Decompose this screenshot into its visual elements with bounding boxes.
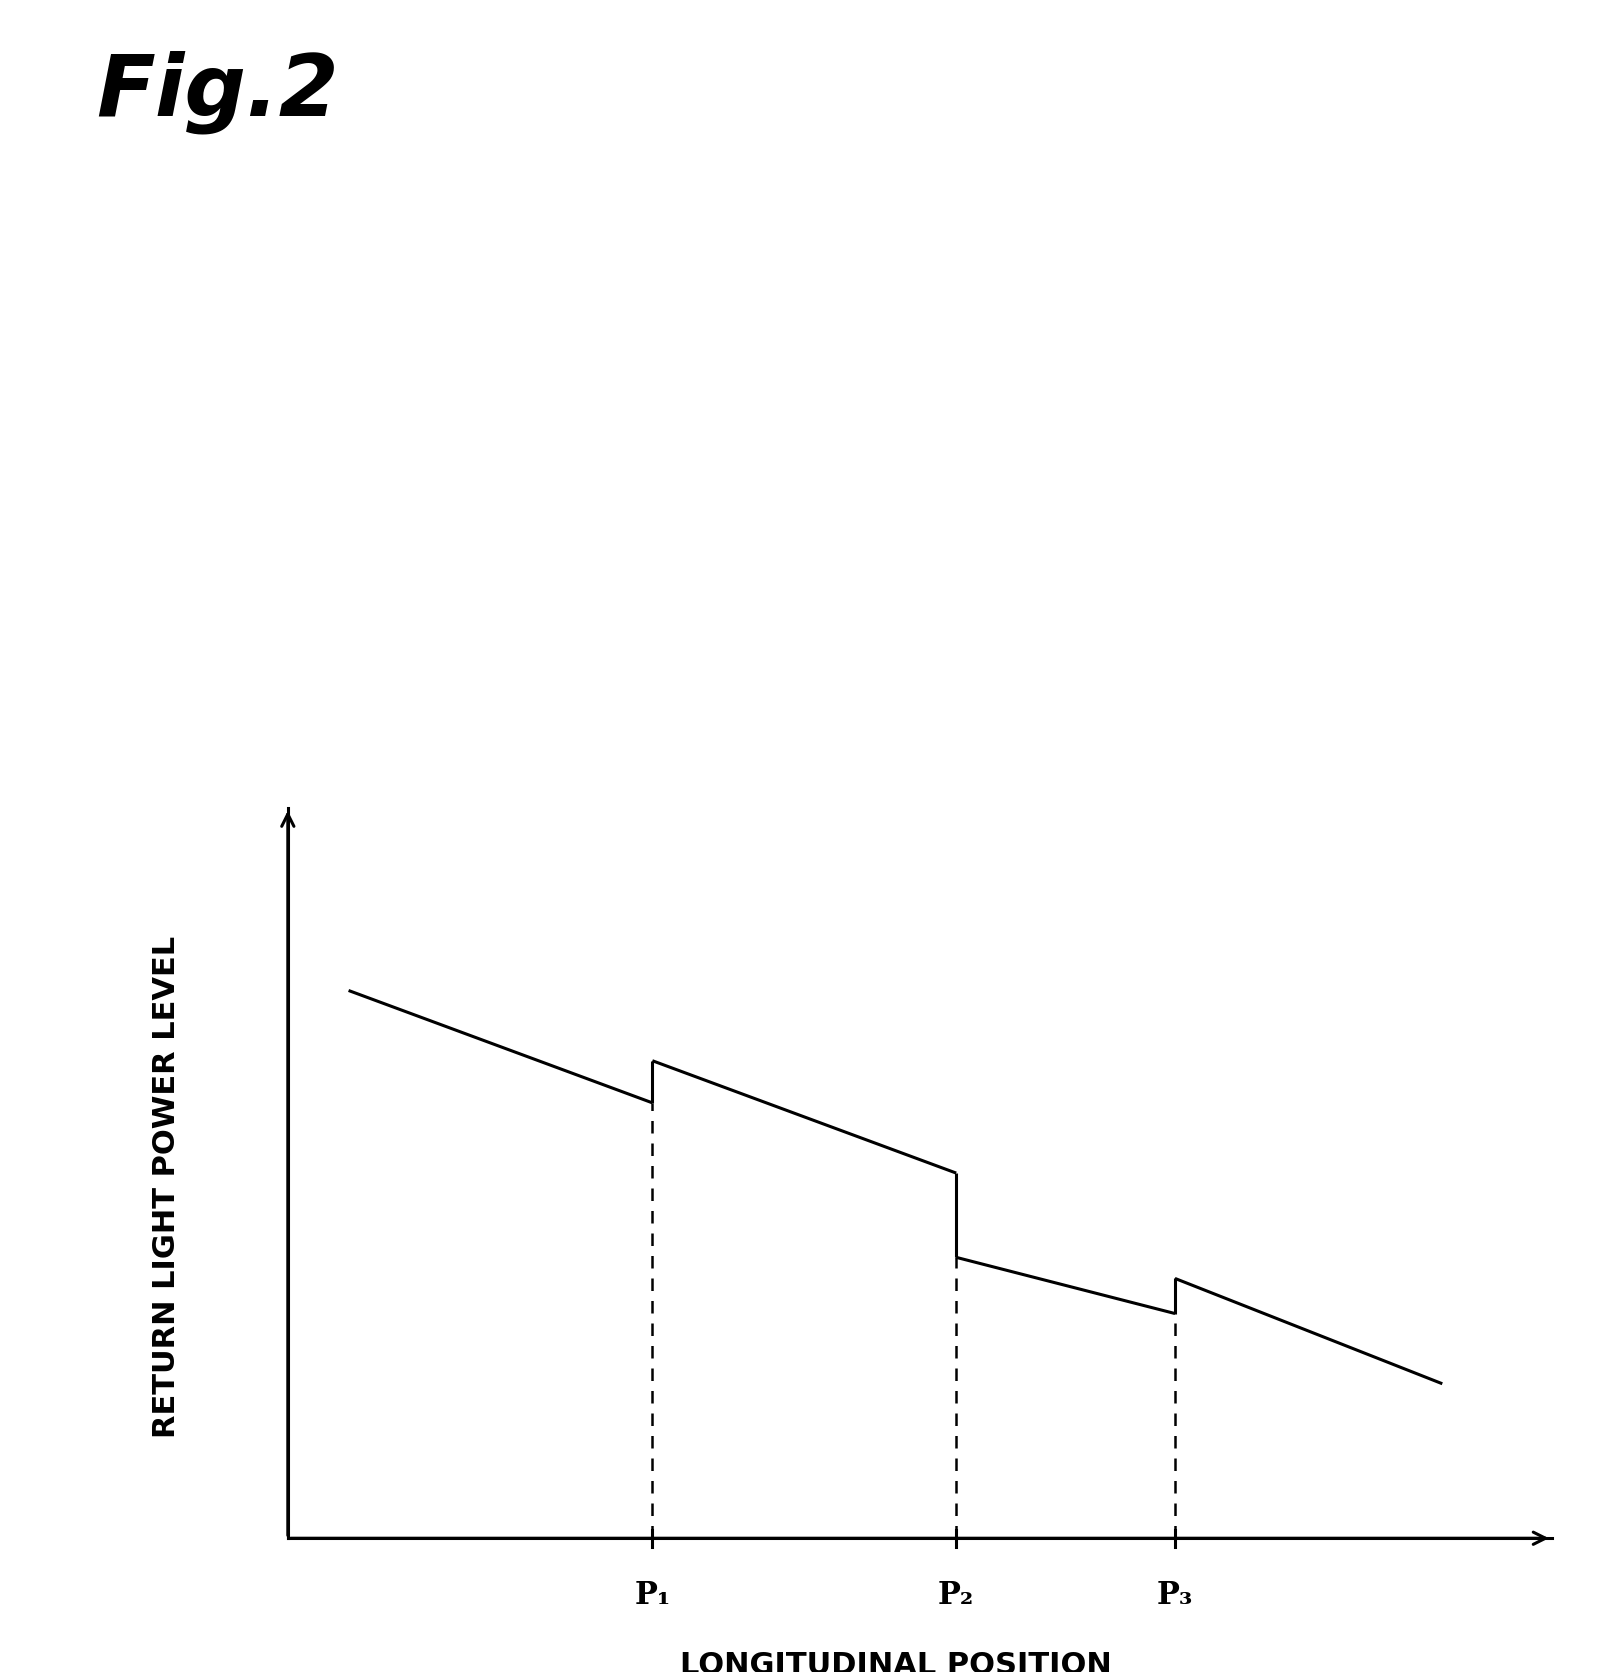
Text: P₃: P₃ (1156, 1580, 1193, 1612)
Text: P₂: P₂ (939, 1580, 974, 1612)
Text: Fig.2: Fig.2 (96, 50, 339, 134)
Text: P₁: P₁ (635, 1580, 670, 1612)
Text: LONGITUDINAL POSITION: LONGITUDINAL POSITION (680, 1650, 1111, 1672)
Text: RETURN LIGHT POWER LEVEL: RETURN LIGHT POWER LEVEL (152, 936, 181, 1438)
